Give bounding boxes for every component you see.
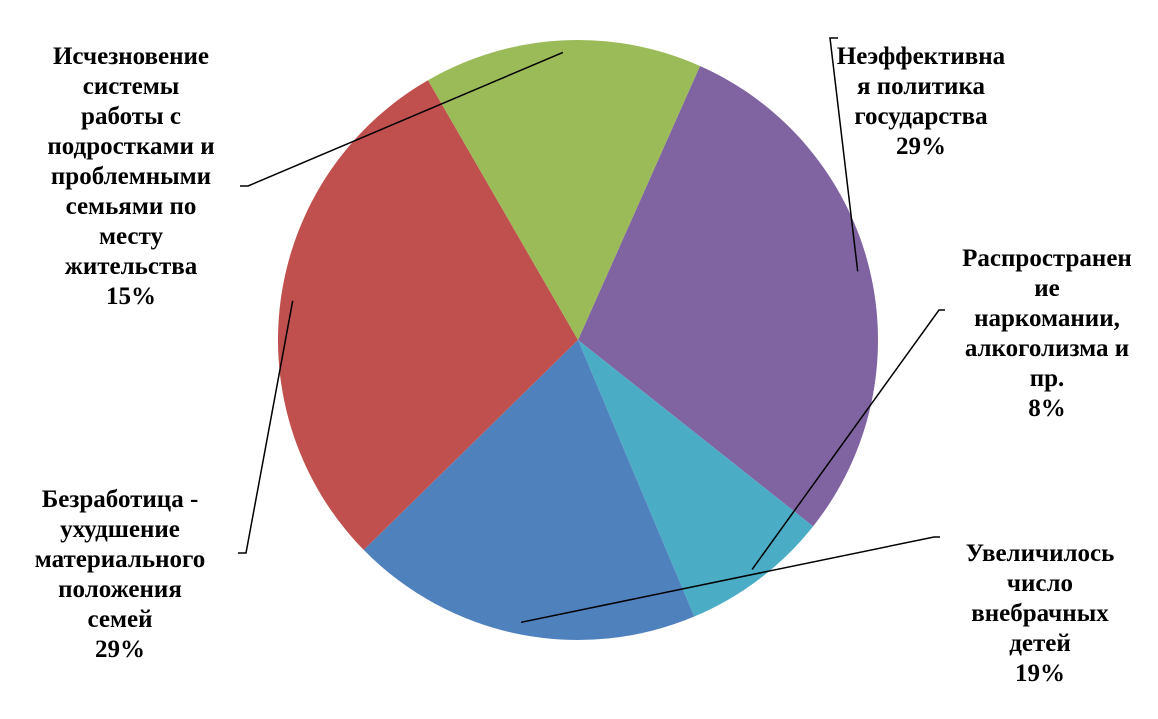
pie-slice-disappearance-of-system xyxy=(428,40,701,340)
slice-percent: 15% xyxy=(106,283,156,310)
leader-line-extramarital-children xyxy=(520,536,940,624)
pie-slice-extramarital-children xyxy=(363,340,695,640)
slice-label-text: Исчезновение системы работы с подросткам… xyxy=(47,43,215,280)
leader-line-unemployment xyxy=(238,300,294,554)
slice-label-extramarital-children: Увеличилось число внебрачных детей 19% xyxy=(930,509,1150,719)
pie-slice-unemployment xyxy=(277,80,578,550)
pie-slice-ineffective-policy xyxy=(578,65,878,527)
leader-line-drug-addiction xyxy=(751,309,945,570)
slice-label-unemployment: Безработица - ухудшение материального по… xyxy=(0,455,240,695)
slice-label-disappearance-of-system: Исчезновение системы работы с подросткам… xyxy=(0,12,262,342)
slice-label-text: Безработица - ухудшение материального по… xyxy=(34,486,206,633)
slice-percent: 29% xyxy=(896,133,946,160)
slice-percent: 19% xyxy=(1015,660,1065,687)
slice-percent: 29% xyxy=(95,636,145,663)
leader-lines xyxy=(238,37,945,624)
slice-label-text: Распространен ие наркомании, алкоголизма… xyxy=(962,245,1132,392)
pie-slices xyxy=(277,40,878,640)
pie-chart xyxy=(238,37,945,640)
leader-line-disappearance-of-system xyxy=(240,51,564,187)
slice-label-text: Увеличилось число внебрачных детей xyxy=(965,540,1115,657)
leader-line-ineffective-policy xyxy=(829,37,859,272)
slice-label-drug-addiction: Распространен ие наркомании, алкоголизма… xyxy=(936,214,1158,454)
slice-label-text: Неэффективна я политика государства xyxy=(836,43,1006,130)
slice-label-ineffective-policy: Неэффективна я политика государства 29% xyxy=(826,12,1016,192)
pie-slice-drug-addiction xyxy=(578,340,814,617)
slice-percent: 8% xyxy=(1028,395,1066,422)
